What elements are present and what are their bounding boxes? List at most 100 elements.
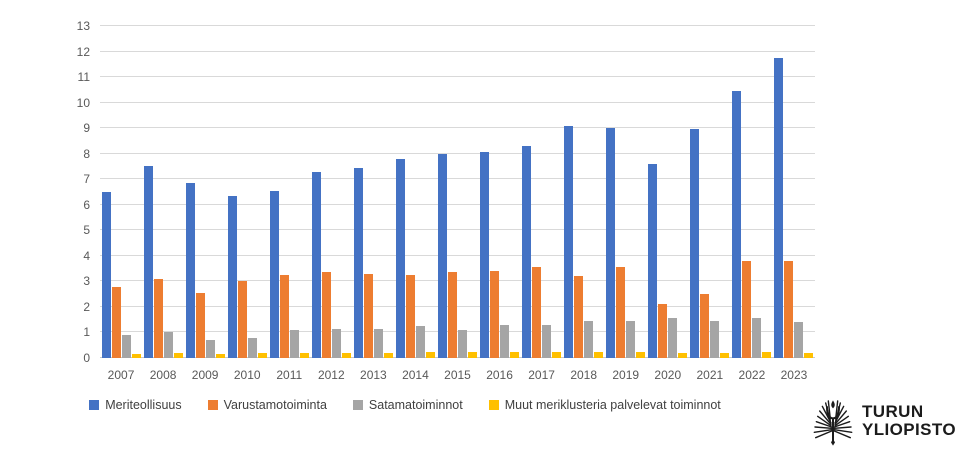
plot-area bbox=[100, 25, 815, 358]
bar-2013-meriteollisuus bbox=[353, 167, 363, 358]
x-axis: 2007 2008 2009 2010 2011 2012 2013 2014 2015 2016… bbox=[100, 368, 815, 386]
bar-group-2019 bbox=[605, 26, 647, 358]
x-tick-label-2022: 2022 bbox=[738, 368, 766, 382]
bar-2017-varustamotoiminta bbox=[532, 267, 542, 358]
bar-2019-muut-meriklusteria-palvelevat-toiminnot bbox=[636, 351, 646, 358]
bar-2009-satamatoiminnot bbox=[205, 340, 215, 358]
bar-2022-satamatoiminnot bbox=[752, 318, 762, 358]
bar-2008-satamatoiminnot bbox=[163, 332, 173, 358]
bar-2015-satamatoiminnot bbox=[457, 329, 467, 358]
bar-group-2020 bbox=[647, 26, 689, 358]
legend-swatch-icon bbox=[89, 400, 100, 410]
logo-line2: YLIOPISTO bbox=[862, 420, 956, 439]
bar-2009-varustamotoiminta bbox=[195, 292, 205, 358]
bar-group-2012 bbox=[310, 26, 352, 358]
bar-2020-muut-meriklusteria-palvelevat-toiminnot bbox=[678, 352, 688, 358]
bar-2018-varustamotoiminta bbox=[574, 276, 584, 358]
x-tick-label-2023: 2023 bbox=[780, 368, 808, 382]
bar-group-2013 bbox=[352, 26, 394, 358]
x-tick-label-2019: 2019 bbox=[612, 368, 640, 382]
gridline-5 bbox=[100, 229, 815, 231]
bar-2013-satamatoiminnot bbox=[373, 328, 383, 358]
legend-label: Meriteollisuus bbox=[105, 398, 182, 412]
gridline-10 bbox=[100, 101, 815, 103]
y-tick-label-5: 5 bbox=[83, 223, 90, 238]
bar-2021-muut-meriklusteria-palvelevat-toiminnot bbox=[720, 352, 730, 358]
x-tick-label-2007: 2007 bbox=[107, 368, 135, 382]
bar-2009-muut-meriklusteria-palvelevat-toiminnot bbox=[215, 354, 225, 358]
y-tick-label-0: 0 bbox=[83, 351, 90, 365]
legend-swatch-icon bbox=[488, 400, 499, 410]
bar-group-2021 bbox=[689, 26, 731, 358]
university-logo: TURUN YLIOPISTO bbox=[813, 396, 956, 446]
legend-item-meriteollisuus: Meriteollisuus bbox=[89, 398, 182, 412]
bar-2015-meriteollisuus bbox=[437, 153, 447, 358]
bar-2010-satamatoiminnot bbox=[247, 337, 257, 358]
bar-2013-muut-meriklusteria-palvelevat-toiminnot bbox=[383, 352, 393, 358]
bar-2016-meriteollisuus bbox=[480, 152, 490, 358]
x-tick-label-2012: 2012 bbox=[317, 368, 345, 382]
gridline-8 bbox=[100, 152, 815, 154]
y-tick-label-10: 10 bbox=[76, 95, 90, 110]
bar-2012-muut-meriklusteria-palvelevat-toiminnot bbox=[341, 352, 351, 358]
y-tick-label-13: 13 bbox=[76, 19, 90, 33]
gridline-0 bbox=[100, 357, 815, 358]
x-tick-label-2016: 2016 bbox=[486, 368, 513, 382]
legend-label: Muut meriklusteria palvelevat toiminnot bbox=[504, 398, 721, 412]
gridline-1 bbox=[100, 331, 815, 333]
bar-2015-varustamotoiminta bbox=[447, 272, 457, 358]
y-tick-label-2: 2 bbox=[83, 299, 90, 314]
bar-group-2014 bbox=[394, 26, 436, 358]
legend-swatch-icon bbox=[207, 400, 218, 410]
bar-2022-meriteollisuus bbox=[732, 91, 742, 358]
x-tick-label-2014: 2014 bbox=[402, 368, 429, 382]
x-tick-label-2010: 2010 bbox=[233, 368, 261, 382]
bar-2020-meriteollisuus bbox=[648, 163, 658, 358]
bar-2019-satamatoiminnot bbox=[626, 320, 636, 358]
bar-2016-varustamotoiminta bbox=[490, 271, 500, 358]
x-tick-label-2020: 2020 bbox=[654, 368, 682, 382]
bar-2010-varustamotoiminta bbox=[237, 281, 247, 358]
x-tick-label-2021: 2021 bbox=[696, 368, 724, 382]
bar-2011-varustamotoiminta bbox=[279, 275, 289, 358]
bar-2011-meriteollisuus bbox=[269, 190, 279, 358]
y-tick-label-8: 8 bbox=[83, 146, 90, 161]
bar-group-2007 bbox=[100, 26, 142, 358]
bar-2021-meriteollisuus bbox=[690, 129, 700, 358]
gridline-13 bbox=[100, 25, 815, 26]
y-tick-label-11: 11 bbox=[77, 70, 90, 85]
y-tick-label-4: 4 bbox=[83, 248, 90, 263]
bar-2009-meriteollisuus bbox=[185, 183, 195, 358]
bar-2020-varustamotoiminta bbox=[658, 304, 668, 358]
bar-group-2016 bbox=[479, 26, 521, 358]
bar-2010-muut-meriklusteria-palvelevat-toiminnot bbox=[257, 352, 267, 358]
bar-2014-varustamotoiminta bbox=[405, 275, 415, 358]
x-tick-label-2015: 2015 bbox=[444, 368, 471, 382]
bar-2023-meriteollisuus bbox=[774, 57, 784, 358]
bar-2020-satamatoiminnot bbox=[668, 318, 678, 358]
bar-2022-varustamotoiminta bbox=[742, 260, 752, 358]
x-tick-label-2013: 2013 bbox=[360, 368, 387, 382]
legend-item-satamatoiminnot: Satamatoiminnot bbox=[352, 398, 463, 412]
x-tick-label-2017: 2017 bbox=[528, 368, 555, 382]
bar-2010-meriteollisuus bbox=[227, 195, 237, 358]
torch-wings-emblem-icon bbox=[813, 400, 853, 446]
bar-2023-varustamotoiminta bbox=[784, 260, 794, 358]
y-tick-label-7: 7 bbox=[83, 172, 90, 187]
x-tick-label-2018: 2018 bbox=[570, 368, 598, 382]
legend-label: Varustamotoiminta bbox=[223, 398, 327, 412]
bar-2017-muut-meriklusteria-palvelevat-toiminnot bbox=[552, 351, 562, 358]
bar-2021-satamatoiminnot bbox=[710, 320, 720, 358]
bar-2011-muut-meriklusteria-palvelevat-toiminnot bbox=[299, 352, 309, 358]
legend-item-varustamotoiminta: Varustamotoiminta bbox=[207, 398, 327, 412]
bar-2018-satamatoiminnot bbox=[584, 320, 594, 358]
bar-group-2022 bbox=[731, 26, 773, 358]
bar-2014-meriteollisuus bbox=[395, 158, 405, 358]
university-name: TURUN YLIOPISTO bbox=[862, 403, 956, 438]
bar-2017-meriteollisuus bbox=[522, 146, 532, 358]
bar-2007-muut-meriklusteria-palvelevat-toiminnot bbox=[131, 354, 141, 358]
bar-2018-muut-meriklusteria-palvelevat-toiminnot bbox=[594, 351, 604, 358]
legend-label: Satamatoiminnot bbox=[368, 398, 463, 412]
bar-2014-muut-meriklusteria-palvelevat-toiminnot bbox=[425, 351, 435, 358]
